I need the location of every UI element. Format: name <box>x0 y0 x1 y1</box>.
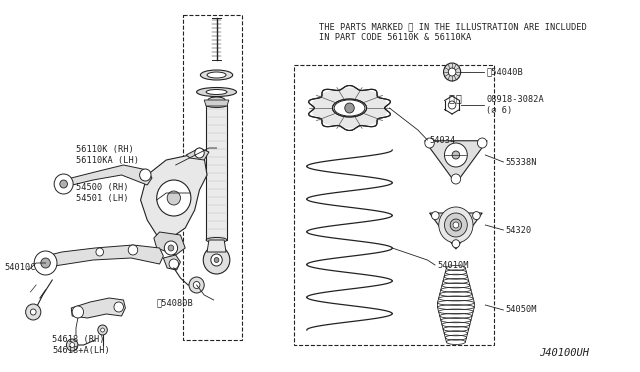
Circle shape <box>439 207 473 243</box>
Text: 54010C: 54010C <box>4 263 36 273</box>
Circle shape <box>445 143 467 167</box>
Bar <box>294 65 494 345</box>
Circle shape <box>96 248 104 256</box>
Circle shape <box>195 148 204 158</box>
Text: 54050M: 54050M <box>505 305 537 314</box>
Circle shape <box>345 103 355 113</box>
Ellipse shape <box>208 97 225 103</box>
Circle shape <box>41 258 51 268</box>
Circle shape <box>100 328 104 332</box>
Text: 54034: 54034 <box>429 135 456 144</box>
Text: ※54040B: ※54040B <box>486 67 523 77</box>
Circle shape <box>30 309 36 315</box>
Polygon shape <box>429 213 482 249</box>
Ellipse shape <box>334 100 365 116</box>
Circle shape <box>450 219 461 231</box>
Polygon shape <box>204 100 229 106</box>
Circle shape <box>168 245 174 251</box>
Polygon shape <box>424 141 487 183</box>
Circle shape <box>473 212 480 219</box>
Text: 54010M: 54010M <box>437 260 468 269</box>
Text: J40100UH: J40100UH <box>539 348 589 358</box>
Ellipse shape <box>311 88 388 128</box>
Ellipse shape <box>206 90 227 94</box>
Circle shape <box>189 277 204 293</box>
Polygon shape <box>186 148 209 160</box>
Circle shape <box>128 245 138 255</box>
Circle shape <box>157 180 191 216</box>
Bar <box>183 15 242 340</box>
Ellipse shape <box>206 237 227 243</box>
Circle shape <box>452 151 460 159</box>
Circle shape <box>60 180 67 188</box>
Circle shape <box>425 138 435 148</box>
Text: IN PART CODE 56110K & 56110KA: IN PART CODE 56110K & 56110KA <box>319 33 472 42</box>
Text: 56110K (RH)
56110KA (LH): 56110K (RH) 56110KA (LH) <box>76 145 139 165</box>
Ellipse shape <box>207 72 226 78</box>
Polygon shape <box>207 240 226 252</box>
Circle shape <box>70 343 74 347</box>
Circle shape <box>453 222 459 228</box>
Circle shape <box>114 302 124 312</box>
Text: ※54080B: ※54080B <box>157 298 193 308</box>
Polygon shape <box>71 298 125 318</box>
Circle shape <box>448 101 456 109</box>
Circle shape <box>451 174 461 184</box>
Ellipse shape <box>196 87 237 96</box>
Text: THE PARTS MARKED ※ IN THE ILLUSTRATION ARE INCLUDED: THE PARTS MARKED ※ IN THE ILLUSTRATION A… <box>319 22 587 31</box>
Text: 55338N: 55338N <box>505 157 537 167</box>
Circle shape <box>204 246 230 274</box>
Text: Ⓝ: Ⓝ <box>456 93 462 103</box>
Circle shape <box>169 259 179 269</box>
Circle shape <box>98 325 108 335</box>
Ellipse shape <box>206 103 227 108</box>
Circle shape <box>193 282 200 289</box>
Circle shape <box>167 191 180 205</box>
Circle shape <box>67 339 78 351</box>
Text: 54618 (RH)
54618+A(LH): 54618 (RH) 54618+A(LH) <box>52 335 110 355</box>
Circle shape <box>211 254 222 266</box>
Circle shape <box>477 138 487 148</box>
Circle shape <box>448 68 456 76</box>
Text: 08918-3082A
(∅ 6): 08918-3082A (∅ 6) <box>486 95 544 115</box>
Polygon shape <box>154 232 185 255</box>
Circle shape <box>140 169 151 181</box>
Circle shape <box>431 212 439 219</box>
Polygon shape <box>57 165 152 188</box>
Text: 54320: 54320 <box>505 225 532 234</box>
Circle shape <box>445 213 467 237</box>
Polygon shape <box>38 245 163 268</box>
Circle shape <box>54 174 73 194</box>
Circle shape <box>26 304 41 320</box>
Circle shape <box>452 240 460 248</box>
Polygon shape <box>141 155 207 238</box>
Polygon shape <box>206 105 227 240</box>
Circle shape <box>72 306 84 318</box>
Circle shape <box>164 241 178 255</box>
Polygon shape <box>163 255 180 270</box>
Circle shape <box>214 257 219 263</box>
Ellipse shape <box>200 70 233 80</box>
Circle shape <box>34 251 57 275</box>
Text: ※: ※ <box>448 93 454 103</box>
Text: 54500 (RH)
54501 (LH): 54500 (RH) 54501 (LH) <box>76 183 129 203</box>
Circle shape <box>444 63 461 81</box>
